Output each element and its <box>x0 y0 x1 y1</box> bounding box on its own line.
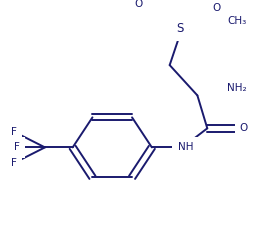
Text: F: F <box>11 127 17 137</box>
Text: NH₂: NH₂ <box>227 83 247 93</box>
Text: F: F <box>14 142 20 152</box>
Text: CH₃: CH₃ <box>227 16 246 26</box>
Text: S: S <box>176 22 183 35</box>
Text: O: O <box>240 123 248 133</box>
Text: F: F <box>11 158 17 168</box>
Text: O: O <box>135 0 143 9</box>
Text: NH: NH <box>178 142 193 152</box>
Text: O: O <box>212 3 220 13</box>
